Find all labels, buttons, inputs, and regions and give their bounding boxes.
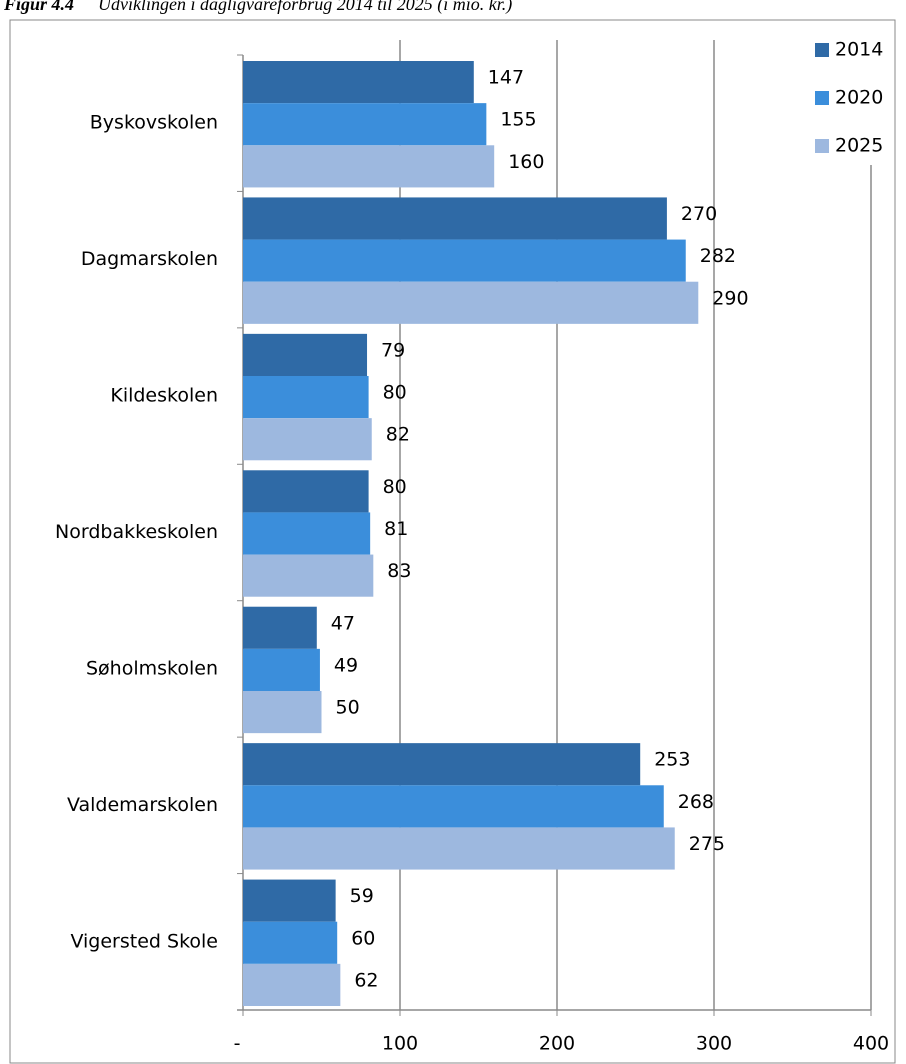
bar [243,376,369,419]
data-label: 155 [500,109,536,131]
x-tick-label: 100 [382,1033,418,1055]
data-label: 80 [383,476,407,498]
data-label: 62 [354,969,378,991]
x-tick-label: - [234,1033,241,1055]
x-tick-label: 300 [696,1033,732,1055]
y-tick-label: Søholmskolen [86,657,218,679]
bar [243,61,474,104]
chart-border [9,19,896,1064]
data-label: 50 [336,697,360,719]
data-label: 47 [331,612,355,634]
bar [243,606,317,649]
bar [243,691,322,734]
data-label: 268 [678,791,714,813]
data-label: 83 [387,560,411,582]
bar [243,743,641,786]
data-label: 79 [381,339,405,361]
data-label: 49 [334,654,358,676]
data-label: 290 [712,287,748,309]
x-tick-label: 400 [853,1033,889,1055]
bar [243,470,369,513]
bar [243,333,368,376]
data-label: 160 [508,151,544,173]
data-label: 270 [681,203,717,225]
y-tick-label: Valdemarskolen [67,794,218,816]
data-label: 81 [384,518,408,540]
bar [243,648,320,691]
bar [243,554,374,597]
chart-title: Udviklingen i dagligvareforbrug 2014 til… [98,0,512,15]
data-label: 82 [386,424,410,446]
legend-label: 2014 [835,39,883,61]
legend-label: 2020 [835,87,883,109]
data-label: 80 [383,382,407,404]
bar [243,921,338,964]
bar [243,512,371,555]
legend-swatch [815,91,829,105]
y-tick-label: Nordbakkeskolen [55,521,218,543]
y-tick-label: Byskovskolen [90,112,218,134]
data-label: 147 [488,67,524,89]
data-label: 275 [689,833,725,855]
bar [243,239,686,282]
legend-swatch [815,43,829,57]
x-tick-label: 200 [539,1033,575,1055]
bar [243,418,372,461]
y-tick-label: Vigersted Skole [70,930,218,952]
data-label: 60 [351,927,375,949]
bar [243,827,675,870]
data-label: 282 [700,245,736,267]
y-tick-label: Dagmarskolen [81,248,218,270]
bar [243,963,341,1006]
bar [243,103,487,146]
data-label: 253 [654,749,690,771]
legend-label: 2025 [835,135,883,157]
bar [243,145,495,188]
bar [243,281,699,324]
bar [243,197,667,240]
bar [243,879,336,922]
legend-swatch [815,139,829,153]
data-label: 59 [350,885,374,907]
y-tick-label: Kildeskolen [110,385,218,407]
figure-label: Figur 4.4 [3,0,74,14]
bar [243,785,664,828]
